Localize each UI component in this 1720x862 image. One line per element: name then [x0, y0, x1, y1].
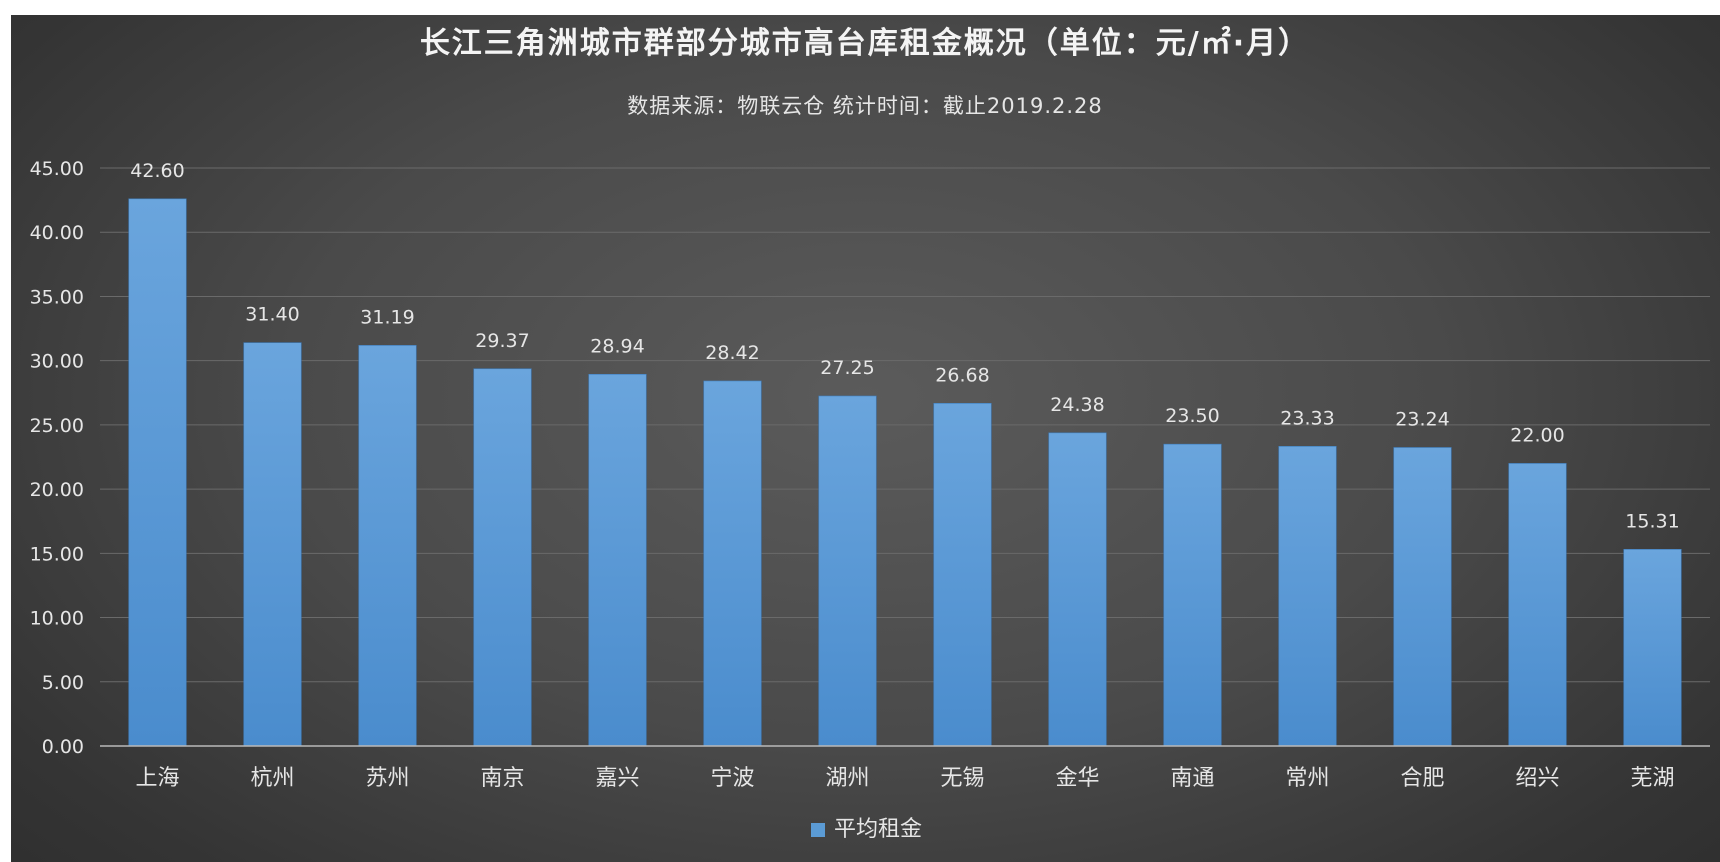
y-tick-label: 5.00: [42, 672, 84, 694]
data-label: 23.33: [1280, 407, 1334, 429]
bar: [933, 403, 992, 747]
data-label: 31.19: [360, 306, 414, 328]
data-label: 29.37: [475, 330, 529, 352]
y-tick-label: 35.00: [30, 286, 84, 308]
y-tick-label: 15.00: [30, 543, 84, 565]
data-label: 31.40: [245, 304, 299, 326]
x-axis-ticks: 上海 杭州 苏州 南京 嘉兴 宁波 湖州 无锡 金华 南通 常州 合肥 绍兴 芜湖: [135, 766, 1674, 791]
y-tick-label: 25.00: [30, 415, 84, 437]
data-label: 28.42: [705, 342, 759, 364]
x-tick-label: 南京: [480, 766, 524, 791]
chart-subtitle: 数据来源：物联云仓 统计时间：截止2019.2.28: [627, 94, 1103, 118]
chart-title: 长江三角洲城市群部分城市高台库租金概况（单位：元/㎡·月）: [420, 26, 1310, 61]
y-axis-ticks: 0.00 5.00 10.00 15.00 20.00 25.00 30.00 35.00 40…: [30, 158, 84, 758]
data-label: 28.94: [590, 335, 644, 357]
y-tick-label: 10.00: [30, 608, 84, 630]
x-tick-label: 苏州: [365, 766, 409, 791]
bar: [1508, 463, 1567, 747]
x-tick-label: 常州: [1285, 766, 1329, 791]
legend-label: 平均租金: [834, 817, 922, 842]
x-tick-label: 金华: [1055, 766, 1099, 791]
bar: [818, 395, 877, 747]
x-tick-label: 南通: [1170, 766, 1214, 791]
y-tick-label: 45.00: [30, 158, 84, 180]
legend-swatch: [811, 823, 825, 837]
bar: [243, 342, 302, 747]
bar: [588, 373, 647, 747]
data-label: 15.31: [1625, 510, 1679, 532]
x-tick-label: 宁波: [710, 766, 754, 791]
bar: [1278, 446, 1337, 747]
x-tick-label: 湖州: [825, 766, 869, 791]
x-tick-label: 合肥: [1400, 766, 1444, 791]
y-tick-label: 0.00: [42, 736, 84, 758]
bar: [1393, 447, 1452, 747]
x-tick-label: 杭州: [250, 766, 294, 791]
bar: [1163, 443, 1222, 747]
legend: 平均租金: [811, 817, 922, 842]
bar: [1623, 549, 1682, 747]
x-tick-label: 无锡: [940, 766, 984, 791]
bar: [128, 198, 187, 747]
data-label: 23.50: [1165, 405, 1219, 427]
chart-panel: 长江三角洲城市群部分城市高台库租金概况（单位：元/㎡·月） 数据来源：物联云仓 …: [11, 15, 1720, 862]
x-tick-label: 嘉兴: [595, 766, 639, 791]
y-tick-label: 20.00: [30, 479, 84, 501]
bar: [473, 368, 532, 747]
y-tick-label: 40.00: [30, 222, 84, 244]
data-label: 27.25: [820, 357, 874, 379]
gridlines: [100, 167, 1710, 683]
data-label: 26.68: [935, 364, 989, 386]
bar: [358, 345, 417, 747]
bars: [128, 198, 1682, 747]
x-tick-label: 上海: [135, 766, 179, 791]
data-label: 24.38: [1050, 394, 1104, 416]
y-tick-label: 30.00: [30, 351, 84, 373]
x-tick-label: 绍兴: [1515, 766, 1559, 791]
data-label: 22.00: [1510, 424, 1564, 446]
data-labels: 42.60 31.40 31.19 29.37 28.94 28.42 27.25 26.68…: [130, 160, 1679, 533]
bar-chart: 长江三角洲城市群部分城市高台库租金概况（单位：元/㎡·月） 数据来源：物联云仓 …: [30, 26, 1710, 842]
x-tick-label: 芜湖: [1630, 766, 1674, 791]
bar: [703, 380, 762, 747]
data-label: 23.24: [1395, 408, 1449, 430]
data-label: 42.60: [130, 160, 184, 182]
bar: [1048, 432, 1107, 747]
